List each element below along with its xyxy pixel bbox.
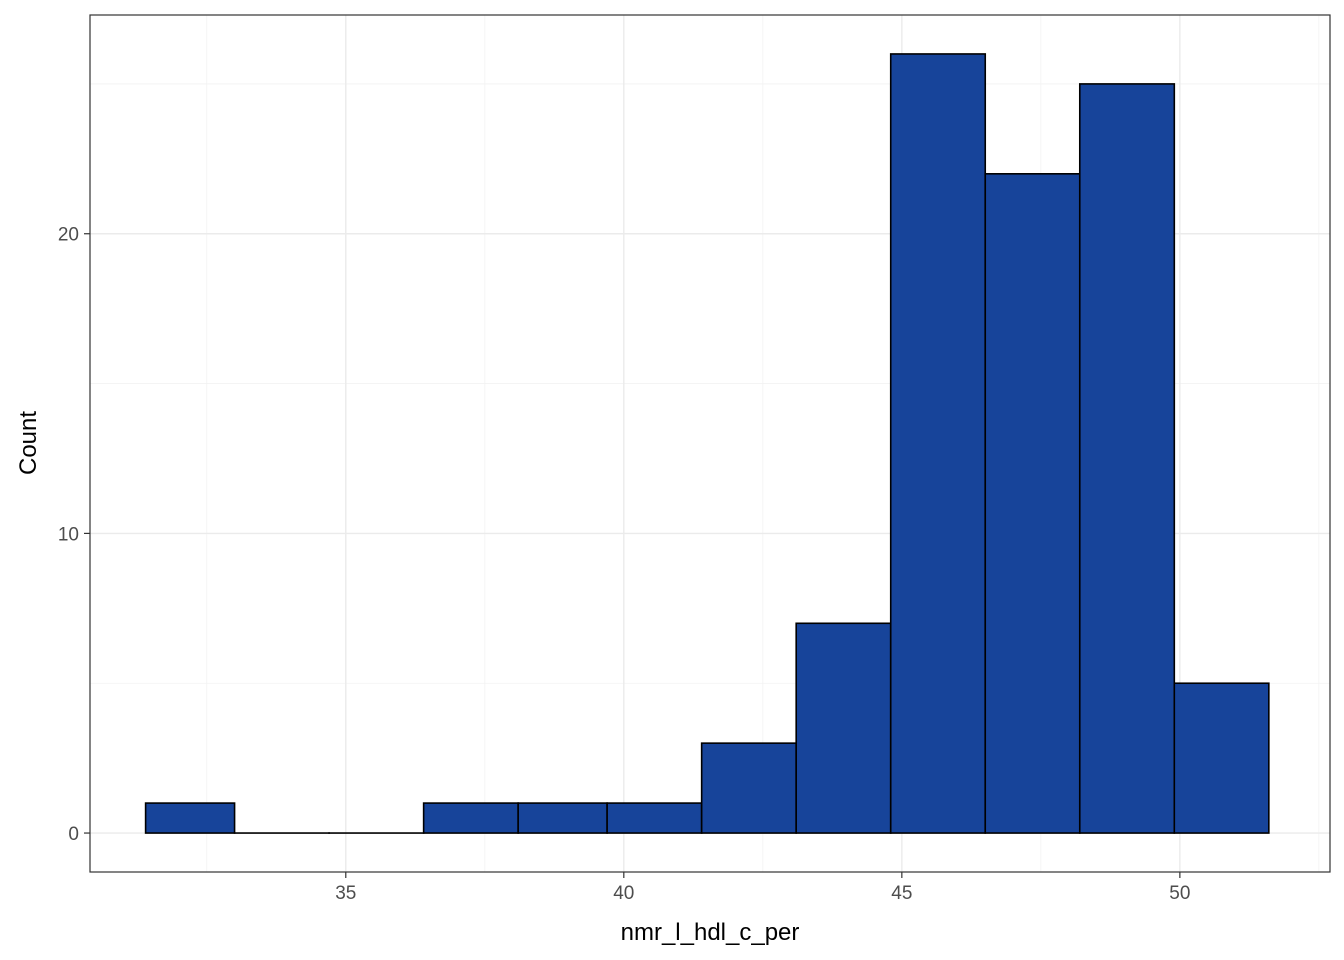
y-tick-label: 20 — [58, 225, 79, 246]
plot-panel-border — [89, 14, 1331, 873]
x-tick-label: 35 — [335, 883, 356, 904]
histogram-bar — [984, 173, 1081, 834]
histogram-bar — [795, 622, 892, 834]
histogram-bar — [889, 53, 987, 834]
histogram-bar — [1173, 682, 1270, 834]
histogram-bar — [1078, 83, 1176, 834]
y-tick-label: 10 — [58, 524, 79, 545]
histogram-bar — [144, 802, 236, 834]
x-tick-label: 45 — [891, 883, 912, 904]
x-tick-label: 50 — [1169, 883, 1190, 904]
histogram-bar — [700, 742, 797, 834]
histogram-bars — [144, 53, 1270, 834]
x-axis-title: nmr_l_hdl_c_per — [621, 919, 800, 946]
y-tick-label: 0 — [68, 824, 79, 845]
y-axis-title: Count — [15, 411, 42, 475]
x-tick-label: 40 — [613, 883, 634, 904]
x-axis: 35 40 45 50 — [335, 872, 1190, 904]
histogram-bar — [517, 802, 608, 834]
histogram-bar — [422, 802, 519, 834]
histogram-bar — [606, 802, 703, 834]
y-axis: 0 10 20 — [58, 225, 90, 845]
